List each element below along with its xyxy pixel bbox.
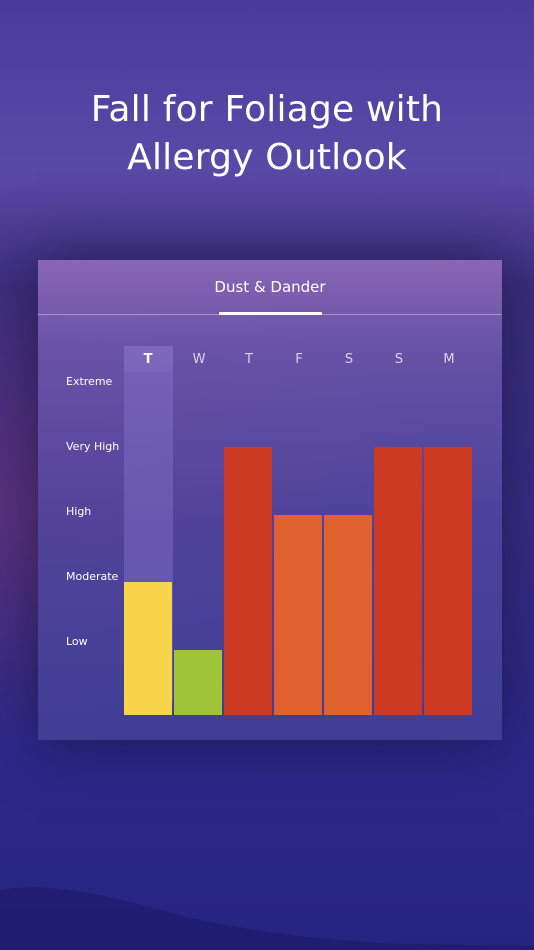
day-label-tuesday[interactable]: T bbox=[143, 352, 153, 367]
allergy-outlook-card: Dust & Dander T W T F S S M Extreme Very… bbox=[38, 260, 502, 740]
day-label-thursday[interactable]: T bbox=[245, 352, 253, 367]
level-label-extreme: Extreme bbox=[66, 375, 113, 388]
forecast-bar-monday[interactable] bbox=[424, 447, 472, 715]
mountain-silhouette bbox=[0, 887, 534, 950]
level-label-low: Low bbox=[66, 635, 88, 648]
level-label-high: High bbox=[66, 505, 92, 518]
forecast-bar-sunday[interactable] bbox=[374, 447, 422, 715]
forecast-bar-tuesday[interactable] bbox=[124, 582, 172, 715]
forecast-bar-wednesday[interactable] bbox=[174, 650, 222, 715]
day-label-monday[interactable]: M bbox=[443, 352, 455, 367]
day-label-saturday[interactable]: S bbox=[344, 352, 354, 367]
day-label-friday[interactable]: F bbox=[295, 352, 303, 367]
selected-day-highlight bbox=[124, 346, 173, 372]
forecast-bar-saturday[interactable] bbox=[324, 515, 372, 715]
headline-line-2: Allergy Outlook bbox=[127, 137, 407, 178]
active-tab-indicator bbox=[219, 312, 322, 315]
headline: Fall for Foliage with Allergy Outlook bbox=[0, 86, 534, 182]
headline-line-1: Fall for Foliage with bbox=[90, 89, 444, 130]
forecast-bar-friday[interactable] bbox=[274, 515, 322, 715]
forecast-bar-thursday[interactable] bbox=[224, 447, 272, 715]
day-label-wednesday[interactable]: W bbox=[192, 352, 206, 367]
level-label-very-high: Very High bbox=[66, 440, 120, 453]
level-label-moderate: Moderate bbox=[66, 570, 119, 583]
day-label-sunday[interactable]: S bbox=[394, 352, 404, 367]
tab-dust-dander[interactable]: Dust & Dander bbox=[214, 278, 326, 296]
